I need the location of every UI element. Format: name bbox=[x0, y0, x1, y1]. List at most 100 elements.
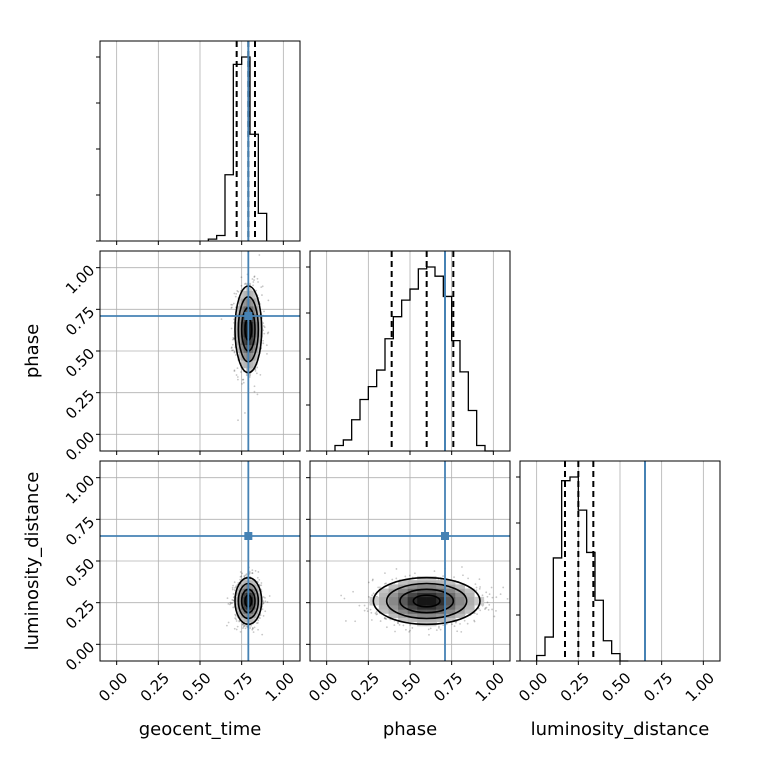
density-cell bbox=[436, 580, 447, 585]
sample-point bbox=[395, 577, 398, 580]
sample-point bbox=[230, 303, 233, 306]
density-cell bbox=[238, 352, 242, 361]
density-cell bbox=[245, 321, 249, 330]
density-cell bbox=[243, 592, 247, 598]
sample-point bbox=[491, 608, 493, 611]
sample-point bbox=[499, 593, 502, 596]
joint-panel-phase-luminosity_distance: 0.00 0.25 0.50 0.75 1.00 bbox=[305, 460, 524, 705]
density-cell bbox=[388, 613, 399, 618]
density-cell bbox=[398, 580, 408, 585]
sample-point bbox=[235, 620, 238, 622]
sample-point bbox=[235, 628, 238, 631]
density-cell bbox=[417, 588, 427, 593]
density-cell bbox=[245, 329, 249, 338]
sample-point bbox=[239, 631, 242, 633]
y-axis-label-luminosity-distance: luminosity_distance bbox=[22, 472, 43, 651]
sample-point bbox=[479, 586, 482, 588]
sample-point bbox=[384, 617, 387, 620]
sample-point bbox=[460, 630, 463, 633]
sample-point bbox=[264, 600, 267, 603]
sample-point bbox=[473, 620, 476, 623]
sample-point bbox=[487, 609, 490, 611]
sample-point bbox=[259, 614, 262, 617]
density-cell bbox=[245, 337, 249, 346]
density-cell bbox=[379, 588, 389, 593]
y-tick-label: 0.50 bbox=[62, 555, 98, 591]
sample-point bbox=[262, 614, 265, 617]
y-tick-label: 1.00 bbox=[62, 261, 98, 297]
density-cell bbox=[426, 617, 437, 623]
sample-point bbox=[261, 633, 264, 636]
sample-point bbox=[369, 608, 372, 611]
density-cell bbox=[250, 592, 254, 598]
sample-point bbox=[474, 583, 477, 586]
sample-point bbox=[445, 623, 448, 626]
sample-point bbox=[408, 574, 411, 577]
sample-point bbox=[254, 370, 257, 372]
x-tick-label: 1.00 bbox=[682, 669, 718, 705]
sample-point bbox=[259, 373, 262, 376]
density-cell bbox=[236, 337, 240, 346]
density-cell bbox=[379, 609, 389, 614]
sample-point bbox=[234, 614, 237, 617]
density-cell bbox=[250, 352, 254, 361]
density-cell bbox=[241, 306, 244, 315]
joint-panel-geocent_time-phase: 0.00 0.25 0.50 0.75 1.00 bbox=[62, 250, 301, 464]
sample-point bbox=[522, 575, 524, 577]
sample-point bbox=[442, 624, 445, 626]
x-tick-label: 0.00 bbox=[515, 669, 551, 705]
sample-point bbox=[251, 572, 254, 574]
density-cell bbox=[245, 588, 249, 593]
density-cell bbox=[255, 601, 259, 606]
sample-point bbox=[242, 625, 245, 628]
density-cell bbox=[388, 596, 399, 602]
sample-point bbox=[237, 419, 239, 422]
sample-point bbox=[486, 601, 489, 604]
density-cell bbox=[257, 321, 261, 330]
density-cell bbox=[426, 588, 437, 593]
sample-point bbox=[484, 607, 487, 610]
sample-point bbox=[455, 621, 457, 624]
density-cell bbox=[398, 588, 408, 593]
sample-point bbox=[398, 623, 401, 626]
sample-point bbox=[244, 627, 247, 630]
density-cell bbox=[257, 329, 261, 338]
density-cell bbox=[455, 613, 466, 618]
density-cell bbox=[417, 617, 427, 623]
density-cell bbox=[250, 360, 254, 369]
density-cell bbox=[398, 601, 408, 606]
sample-point bbox=[428, 633, 430, 636]
density-cell bbox=[243, 360, 247, 369]
density-cell bbox=[436, 605, 447, 610]
density-cell bbox=[253, 306, 256, 315]
sample-point bbox=[385, 582, 387, 585]
sample-point bbox=[231, 602, 233, 604]
density-cell bbox=[245, 298, 249, 307]
density-cell bbox=[243, 352, 247, 361]
sample-point bbox=[397, 622, 400, 625]
density-cell bbox=[248, 601, 252, 606]
sample-point bbox=[502, 586, 505, 589]
sample-point bbox=[232, 606, 235, 609]
sample-point bbox=[372, 592, 375, 595]
sample-point bbox=[267, 331, 270, 334]
density-cell bbox=[255, 596, 259, 602]
density-cell bbox=[379, 592, 389, 598]
sample-point bbox=[256, 576, 259, 579]
marginal-panel-luminosity_distance: 0.00 0.25 0.50 0.75 1.00 bbox=[515, 460, 721, 705]
sample-point bbox=[262, 325, 265, 327]
histogram-step bbox=[536, 476, 629, 662]
sample-point bbox=[367, 595, 370, 598]
sample-point bbox=[462, 574, 464, 577]
density-cell bbox=[255, 313, 259, 322]
sample-point bbox=[411, 627, 414, 629]
density-cell bbox=[398, 617, 408, 623]
sample-point bbox=[265, 344, 268, 347]
x-tick-label: 0.25 bbox=[347, 669, 383, 705]
sample-point bbox=[379, 620, 382, 622]
density-cell bbox=[248, 298, 252, 307]
sample-point bbox=[264, 596, 266, 599]
density-cell bbox=[245, 613, 249, 618]
x-tick-label: 0.75 bbox=[640, 669, 676, 705]
density-cell bbox=[464, 605, 475, 610]
